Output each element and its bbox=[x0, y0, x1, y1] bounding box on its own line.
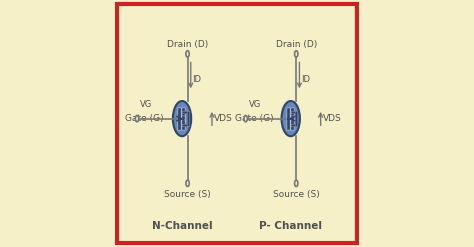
Text: Gate (G): Gate (G) bbox=[235, 114, 273, 123]
Text: VG: VG bbox=[140, 100, 153, 109]
Ellipse shape bbox=[294, 51, 298, 57]
Text: VDS: VDS bbox=[214, 114, 233, 123]
Text: Gate (G): Gate (G) bbox=[125, 114, 163, 123]
Text: P- Channel: P- Channel bbox=[259, 221, 322, 231]
Text: N-Channel: N-Channel bbox=[152, 221, 212, 231]
Text: Drain (D): Drain (D) bbox=[167, 40, 208, 49]
Text: VDS: VDS bbox=[323, 114, 341, 123]
Ellipse shape bbox=[186, 51, 189, 57]
Ellipse shape bbox=[294, 180, 298, 186]
Ellipse shape bbox=[186, 180, 189, 186]
Text: Source (S): Source (S) bbox=[164, 190, 211, 199]
Text: Source (S): Source (S) bbox=[273, 190, 319, 199]
Text: VG: VG bbox=[249, 100, 261, 109]
Text: ID: ID bbox=[192, 75, 201, 83]
Ellipse shape bbox=[244, 115, 247, 122]
Text: ID: ID bbox=[301, 75, 310, 83]
Text: Drain (D): Drain (D) bbox=[275, 40, 317, 49]
Ellipse shape bbox=[173, 101, 191, 136]
Ellipse shape bbox=[136, 115, 139, 122]
Ellipse shape bbox=[282, 101, 300, 136]
